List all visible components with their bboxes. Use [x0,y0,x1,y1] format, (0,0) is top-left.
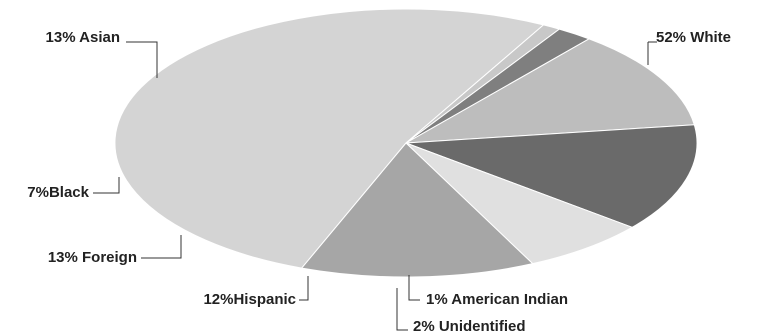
pie-slice-3 [405,38,695,144]
leader-lines [93,41,657,331]
leader-line-3 [299,276,309,301]
leader-line-2 [396,288,408,331]
leader-line-6 [126,41,158,78]
leader-line-0 [647,41,657,65]
slice-label-american-indian: 1% American Indian [426,291,568,308]
pie-slice-0 [114,8,545,269]
slice-label-foreign: 13% Foreign [48,249,137,266]
slice-label-hispanic: 12%Hispanic [203,291,296,308]
leader-line-4 [141,235,182,259]
pie-slice-5 [405,142,634,265]
pie-slices [114,8,698,278]
slice-label-unidentified: 2% Unidentified [413,318,526,335]
leader-line-5 [93,177,120,194]
pie-slice-4 [405,124,698,228]
slice-label-white: 52% White [656,29,731,46]
slice-label-black: 7%Black [27,184,89,201]
slice-label-asian: 13% Asian [46,29,120,46]
leader-line-1 [408,275,420,301]
pie-slice-6 [300,142,534,278]
